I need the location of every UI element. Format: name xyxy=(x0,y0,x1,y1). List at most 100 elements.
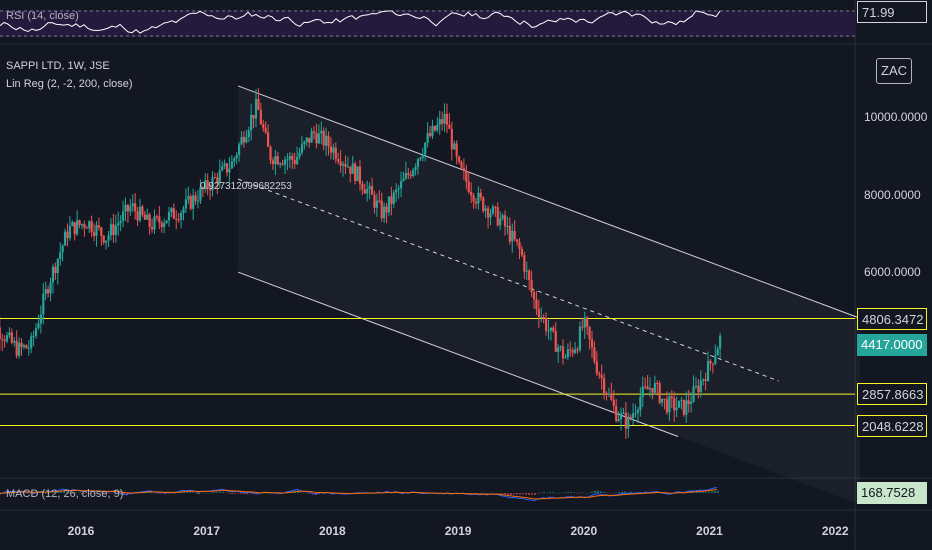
macd-histogram-bar xyxy=(552,492,554,493)
macd-histogram-bar xyxy=(525,493,527,495)
macd-histogram-bar xyxy=(42,492,44,493)
candle-body xyxy=(63,231,67,246)
candle-body xyxy=(363,189,366,194)
candle-body xyxy=(3,340,6,342)
candle-body xyxy=(177,219,180,221)
macd-histogram-bar xyxy=(417,493,419,494)
candle-body xyxy=(182,208,185,214)
macd-histogram-bar xyxy=(162,493,164,494)
currency-button[interactable]: ZAC xyxy=(876,58,912,84)
candle-body xyxy=(675,407,678,411)
macd-histogram-bar xyxy=(240,493,242,494)
macd-histogram-bar xyxy=(237,493,239,494)
candle-body xyxy=(438,119,441,125)
candle-body xyxy=(513,230,516,240)
macd-histogram-bar xyxy=(714,490,716,493)
candle-body xyxy=(80,224,84,226)
candle-body xyxy=(462,167,466,171)
candle-body xyxy=(283,159,287,165)
candle-body xyxy=(95,225,98,236)
candle-body xyxy=(5,335,9,342)
macd-histogram-bar xyxy=(546,492,548,494)
candle-body xyxy=(619,413,623,420)
candle-body xyxy=(264,128,267,133)
candle-body xyxy=(610,393,613,400)
candle-body xyxy=(407,173,410,175)
candle-body xyxy=(136,211,139,221)
macd-histogram-bar xyxy=(114,492,116,493)
candle-body xyxy=(266,132,270,147)
candle-body xyxy=(296,156,299,164)
candle-body xyxy=(22,345,26,347)
macd-histogram-bar xyxy=(72,493,74,494)
candle-body xyxy=(486,208,490,218)
candle-body xyxy=(520,249,524,256)
candle-body xyxy=(692,386,695,402)
candle-body xyxy=(593,347,596,362)
macd-histogram-bar xyxy=(183,491,185,493)
candle-body xyxy=(59,252,62,260)
time-tick-label: 2017 xyxy=(193,524,221,538)
candle-body xyxy=(172,208,175,219)
candle-body xyxy=(603,378,606,394)
level-price-tag: 4806.3472 xyxy=(857,307,927,330)
candle-body xyxy=(499,218,502,226)
candle-body xyxy=(670,396,673,399)
regression-lower-line xyxy=(237,271,679,437)
regression-mid-line xyxy=(237,178,779,382)
macd-histogram-bar xyxy=(30,493,32,494)
candle-body xyxy=(320,130,323,134)
candle-body xyxy=(387,196,391,213)
candle-body xyxy=(150,227,154,230)
macd-histogram-bar xyxy=(225,492,227,494)
candle-body xyxy=(68,226,71,239)
macd-histogram-bar xyxy=(159,493,161,494)
macd-histogram-bar xyxy=(699,491,701,493)
candle-body xyxy=(250,114,253,131)
candle-body xyxy=(346,166,349,168)
macd-histogram-bar xyxy=(75,492,77,494)
candle-body xyxy=(590,339,594,348)
candle-body xyxy=(549,327,553,331)
macd-histogram-bar xyxy=(462,492,464,494)
candle-body xyxy=(383,206,386,219)
candle-body xyxy=(390,196,393,204)
candle-body xyxy=(216,177,219,184)
candle-body xyxy=(641,386,644,397)
candle-body xyxy=(368,186,371,190)
candle-body xyxy=(537,308,540,318)
macd-histogram-bar xyxy=(153,492,155,494)
macd-histogram-bar xyxy=(531,493,533,495)
candle-body xyxy=(508,225,511,242)
macd-histogram-bar xyxy=(45,493,47,494)
candle-body xyxy=(472,195,475,202)
macd-histogram-bar xyxy=(81,493,83,494)
candle-body xyxy=(192,195,195,209)
macd-histogram-bar xyxy=(537,493,539,494)
candle-body xyxy=(554,331,557,352)
macd-histogram-bar xyxy=(63,491,65,493)
candle-body xyxy=(624,412,627,429)
fib-value-label: 0.927312099682253 xyxy=(200,181,292,192)
candle-body xyxy=(223,163,226,167)
candle-body xyxy=(47,289,50,294)
macd-histogram-bar xyxy=(201,492,203,494)
macd-histogram-bar xyxy=(36,493,38,494)
macd-histogram-bar xyxy=(54,492,56,494)
candle-body xyxy=(677,400,681,408)
candle-body xyxy=(612,399,615,407)
candle-body xyxy=(39,314,42,324)
macd-histogram-bar xyxy=(594,490,596,493)
candle-body xyxy=(184,199,188,209)
candle-body xyxy=(15,341,18,356)
candle-body xyxy=(607,393,611,395)
macd-histogram-bar xyxy=(489,493,491,494)
macd-histogram-bar xyxy=(564,492,566,494)
rsi-value-tag: 71.99 xyxy=(857,1,927,23)
candle-body xyxy=(76,220,79,235)
macd-histogram-bar xyxy=(177,492,179,494)
candle-body xyxy=(366,189,369,194)
candle-body xyxy=(286,159,289,161)
candle-body xyxy=(305,137,308,142)
